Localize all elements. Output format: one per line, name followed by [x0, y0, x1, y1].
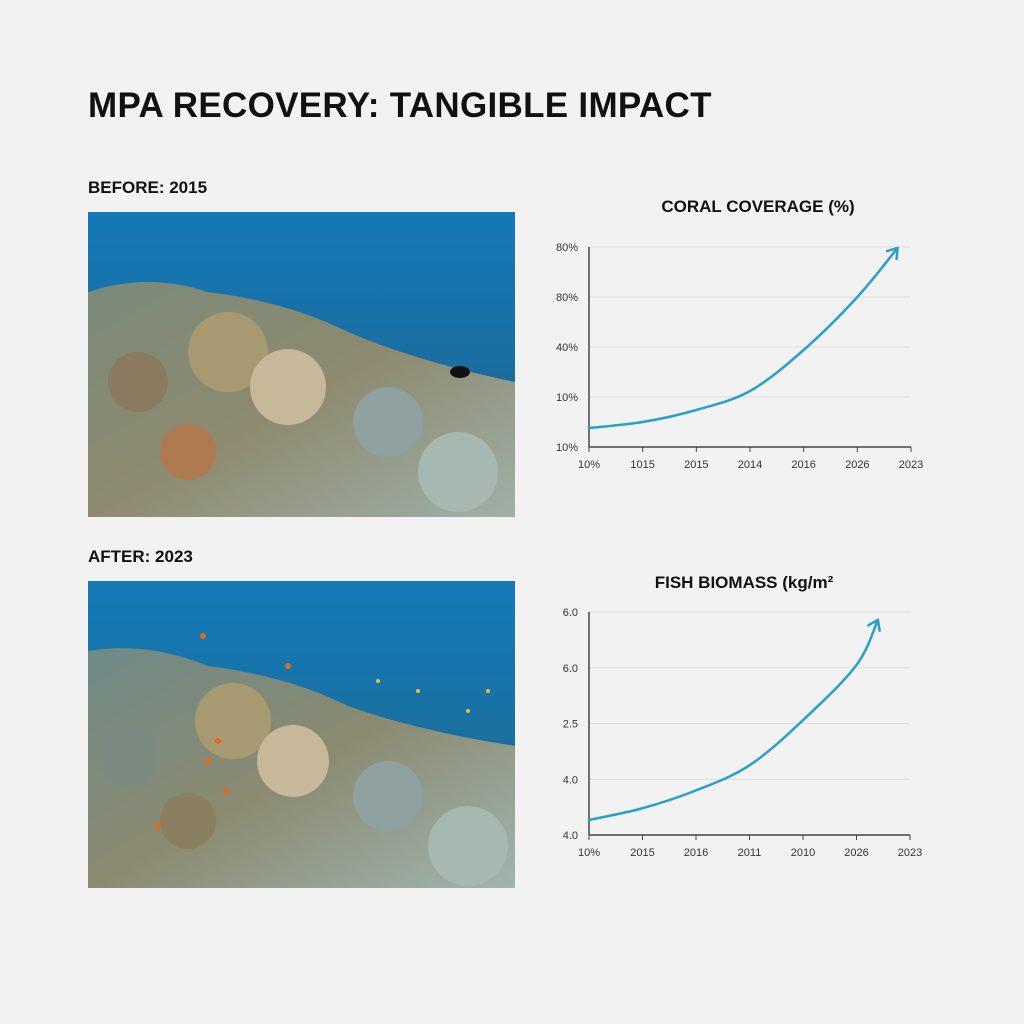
y-tick-label: 6.0 — [563, 663, 578, 675]
y-tick-label: 10% — [556, 392, 578, 404]
x-tick-label: 2023 — [898, 847, 922, 859]
x-tick-label: 10% — [578, 459, 600, 471]
y-tick-label: 6.0 — [563, 607, 578, 619]
x-tick-label: 1015 — [630, 459, 654, 471]
after-label: AFTER: 2023 — [88, 547, 193, 566]
x-tick-label: 2016 — [684, 847, 708, 859]
y-tick-label: 40% — [556, 342, 578, 354]
after-photo — [88, 581, 515, 888]
page-title: MPA RECOVERY: TANGIBLE IMPACT — [88, 86, 712, 125]
y-tick-label: 2.5 — [563, 719, 578, 731]
y-tick-label: 80% — [556, 242, 578, 254]
arrow-head-icon — [867, 618, 881, 632]
x-tick-label: 2011 — [738, 847, 762, 859]
x-tick-label: 2015 — [684, 459, 708, 471]
x-tick-label: 2014 — [738, 459, 762, 471]
fish-biomass-chart: 4.0 4.0 2.5 6.0 6.0 10% 2015 2016 2011 2010 2026 20… — [563, 607, 923, 859]
x-tick-label: 2026 — [845, 459, 869, 471]
before-label: BEFORE: 2015 — [88, 178, 208, 197]
y-tick-label: 4.0 — [563, 830, 578, 842]
y-tick-label: 4.0 — [563, 774, 578, 786]
before-photo — [88, 212, 515, 517]
y-tick-label: 80% — [556, 292, 578, 304]
coral-chart-title: CORAL COVERAGE (%) — [661, 197, 855, 216]
coral-coverage-chart: 10%10%40%80%80%10% 1015 2015 2014 2016 2026 20… — [556, 242, 923, 471]
x-tick-label: 2016 — [791, 459, 815, 471]
x-tick-label: 2026 — [844, 847, 868, 859]
x-tick-label: 2023 — [899, 459, 923, 471]
x-tick-label: 2010 — [791, 847, 815, 859]
fish-chart-title: FISH BIOMASS (kg/m² — [654, 573, 834, 592]
arrow-head-icon — [885, 246, 899, 261]
x-tick-label: 10% — [578, 847, 600, 859]
series-line — [587, 618, 880, 822]
y-tick-label: 10% — [556, 442, 578, 454]
x-tick-label: 2015 — [630, 847, 654, 859]
series-line — [587, 246, 899, 430]
